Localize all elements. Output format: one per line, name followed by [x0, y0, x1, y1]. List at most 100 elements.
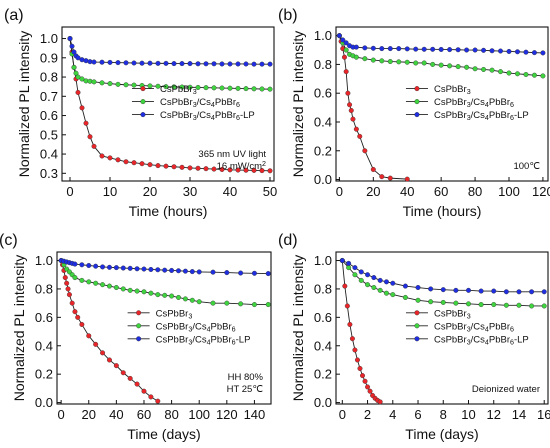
data-point	[430, 61, 436, 67]
data-point	[541, 289, 547, 295]
data-point	[75, 55, 81, 61]
x-tick-label: 50	[263, 184, 277, 199]
data-point	[371, 275, 377, 281]
x-tick-label: 0	[339, 407, 346, 422]
y-tick-label: 0.3	[40, 166, 58, 181]
data-point	[106, 264, 112, 270]
data-point	[447, 47, 453, 53]
data-point	[93, 341, 99, 347]
data-point	[163, 163, 169, 169]
x-tick-label: 10	[461, 407, 475, 422]
data-point	[343, 40, 349, 46]
data-point	[86, 262, 92, 268]
data-point	[453, 300, 459, 306]
x-tick-label: 0	[336, 184, 343, 199]
data-point	[362, 378, 368, 384]
data-point	[466, 287, 472, 293]
data-point	[344, 303, 350, 309]
data-point	[134, 266, 140, 272]
x-tick-label: 8	[440, 407, 447, 422]
data-point	[134, 288, 140, 294]
data-point	[91, 59, 97, 65]
legend-marker	[414, 112, 420, 118]
chart-panel-b: 0 20 40 60 80 100 120 0.0 0.2 0.4 0.6 0.8 1.0 Time (h…	[278, 7, 550, 219]
data-point	[147, 83, 153, 89]
data-point	[99, 153, 105, 159]
data-point	[71, 64, 77, 70]
data-point	[91, 143, 97, 149]
data-point	[179, 164, 185, 170]
data-point	[353, 126, 359, 132]
data-point	[371, 285, 377, 291]
data-point	[115, 157, 121, 163]
data-point	[187, 84, 193, 90]
y-tick-label: 1.0	[314, 28, 332, 43]
y-tick-label: 0.0	[314, 395, 332, 410]
plot-frame	[335, 251, 549, 405]
data-point	[541, 303, 547, 309]
x-axis-label: Time (hours)	[403, 203, 482, 219]
data-point	[365, 384, 371, 390]
data-point	[106, 283, 112, 289]
y-axis-label: Normalized PL intensity	[290, 255, 306, 402]
data-point	[362, 56, 368, 62]
y-axis-label: Normalized PL intensity	[11, 255, 27, 402]
x-axis-label: Time (hours)	[129, 203, 208, 219]
data-point	[390, 292, 396, 298]
data-point	[91, 79, 97, 85]
data-point	[440, 299, 446, 305]
x-tick-label: 30	[183, 184, 197, 199]
data-point	[267, 61, 273, 67]
data-point	[155, 83, 161, 89]
data-point	[503, 302, 509, 308]
x-tick-label: 60	[137, 407, 151, 422]
chart-panel-a: 0 10 20 30 40 50 0.3 0.4 0.5 0.6 0.7 0.8 0.9 1.0 Time …	[4, 7, 277, 219]
x-tick-label: 100	[498, 184, 520, 199]
data-point	[347, 102, 353, 108]
series-line-cspbbr3	[338, 35, 408, 180]
plot-frame	[335, 26, 549, 182]
legend-entry: CsPbBr3	[434, 308, 471, 320]
data-point	[243, 61, 249, 67]
data-point	[235, 167, 241, 173]
x-tick-label: 80	[468, 184, 482, 199]
data-point	[131, 60, 137, 66]
y-tick-label: 0.8	[35, 281, 53, 296]
y-tick-label: 1.0	[314, 253, 332, 268]
data-point	[131, 82, 137, 88]
data-point	[357, 365, 363, 371]
legend-marker	[414, 336, 420, 342]
data-point	[516, 302, 522, 308]
x-tick-label: 60	[434, 184, 448, 199]
data-point	[147, 162, 153, 168]
annotation-text: 100℃	[513, 161, 540, 172]
series-line-cspbbr3-cs4pbbr6	[338, 35, 543, 77]
data-point	[148, 266, 154, 272]
data-point	[75, 314, 81, 320]
data-point	[79, 76, 85, 82]
y-tick-label: 0.2	[35, 367, 53, 382]
legend-marker	[414, 323, 420, 329]
data-point	[265, 271, 271, 277]
data-point	[72, 309, 78, 315]
data-point	[267, 168, 273, 174]
data-point	[75, 74, 81, 80]
data-point	[120, 370, 126, 376]
data-point	[196, 299, 202, 305]
data-point	[86, 279, 92, 285]
data-point	[464, 47, 470, 53]
data-point	[189, 297, 195, 303]
data-point	[141, 289, 147, 295]
data-point	[210, 300, 216, 306]
data-point	[440, 287, 446, 293]
y-tick-label: 1.0	[40, 31, 58, 46]
data-point	[182, 268, 188, 274]
data-point	[447, 63, 453, 69]
x-tick-label: 20	[82, 407, 96, 422]
data-point	[379, 58, 385, 64]
y-tick-label: 0.9	[40, 50, 58, 65]
data-point	[113, 265, 119, 271]
data-point	[265, 302, 271, 308]
data-point	[169, 267, 175, 273]
data-point	[79, 277, 85, 283]
